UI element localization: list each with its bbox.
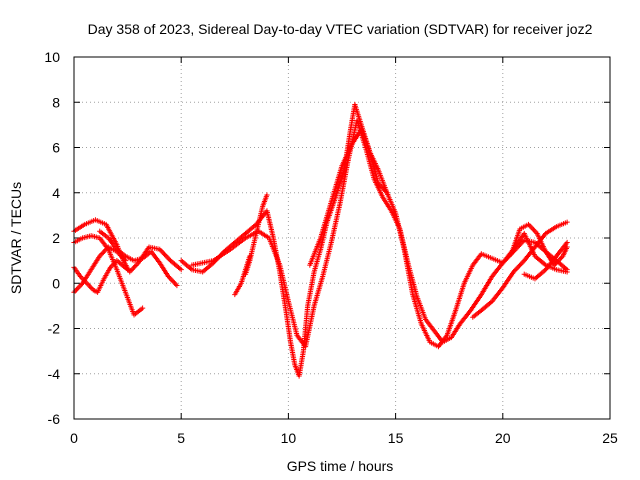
x-tick-label: 25 <box>602 430 618 446</box>
series-track-13 <box>521 239 570 282</box>
x-tick-label: 20 <box>495 430 511 446</box>
data-point <box>515 264 521 270</box>
data-point <box>129 266 135 272</box>
data-point <box>132 264 138 270</box>
data-point <box>564 239 570 246</box>
data-marks <box>71 101 570 379</box>
series-track-5 <box>97 228 180 289</box>
data-point <box>527 223 533 229</box>
data-point <box>165 255 171 261</box>
data-point <box>75 285 81 292</box>
data-point <box>564 219 570 225</box>
series-track-10 <box>232 253 253 298</box>
data-point <box>518 261 524 267</box>
series-track-1 <box>71 217 184 275</box>
data-point <box>73 287 80 293</box>
data-point <box>130 265 137 271</box>
data-point <box>168 276 174 282</box>
axes: 0 5 10 15 20 25 -6 -4 -2 0 2 4 6 8 10 <box>44 49 618 446</box>
x-tick-label: 15 <box>388 430 404 446</box>
y-tick-label: 4 <box>52 185 60 201</box>
data-point <box>178 267 184 273</box>
data-point <box>173 281 179 287</box>
data-point <box>170 279 176 285</box>
data-point <box>76 284 82 290</box>
data-point <box>169 277 175 283</box>
x-tick-label: 5 <box>177 430 185 446</box>
data-point <box>100 249 107 255</box>
data-point <box>519 260 525 266</box>
y-tick-label: -6 <box>48 411 61 427</box>
y-tick-label: 8 <box>52 94 60 110</box>
data-point <box>161 251 168 257</box>
y-axis-title: SDTVAR / TECUs <box>8 182 24 294</box>
data-point <box>159 249 165 255</box>
data-point <box>516 263 523 269</box>
chart-title: Day 358 of 2023, Sidereal Day-to-day VTE… <box>88 21 593 37</box>
y-tick-label: -4 <box>48 366 61 382</box>
y-tick-label: 6 <box>52 140 60 156</box>
series-track-11 <box>470 219 570 320</box>
data-point <box>174 282 180 289</box>
data-point <box>99 250 105 257</box>
y-tick-label: -2 <box>48 321 61 337</box>
series-track-12 <box>508 221 570 268</box>
series-track-6 <box>178 101 570 379</box>
data-point <box>384 190 390 196</box>
y-tick-label: 10 <box>44 49 60 65</box>
y-tick-label: 2 <box>52 230 60 246</box>
data-point <box>160 250 166 256</box>
series-track-7 <box>189 117 570 350</box>
data-point <box>140 305 146 311</box>
series-track-9 <box>242 192 270 277</box>
data-point <box>532 228 538 234</box>
x-tick-label: 0 <box>70 430 78 446</box>
data-point <box>122 258 129 264</box>
data-point <box>72 288 78 294</box>
data-point <box>247 253 253 259</box>
data-point <box>164 254 170 260</box>
data-point <box>514 265 520 271</box>
data-point <box>125 267 131 273</box>
data-point <box>513 266 519 273</box>
data-point <box>264 192 270 198</box>
y-tick-label: 0 <box>52 275 60 291</box>
data-point <box>133 262 139 269</box>
data-point <box>171 280 178 286</box>
series-track-3 <box>71 258 131 295</box>
plot-frame <box>73 56 611 420</box>
data-point <box>163 252 169 259</box>
series-track-8 <box>307 126 390 268</box>
data-point <box>77 283 83 289</box>
grid-lines <box>74 57 610 419</box>
x-tick-label: 10 <box>281 430 297 446</box>
data-point <box>564 267 570 273</box>
data-point <box>529 225 535 231</box>
data-point <box>166 256 172 262</box>
x-axis-title: GPS time / hours <box>287 458 394 474</box>
data-point <box>530 226 537 233</box>
